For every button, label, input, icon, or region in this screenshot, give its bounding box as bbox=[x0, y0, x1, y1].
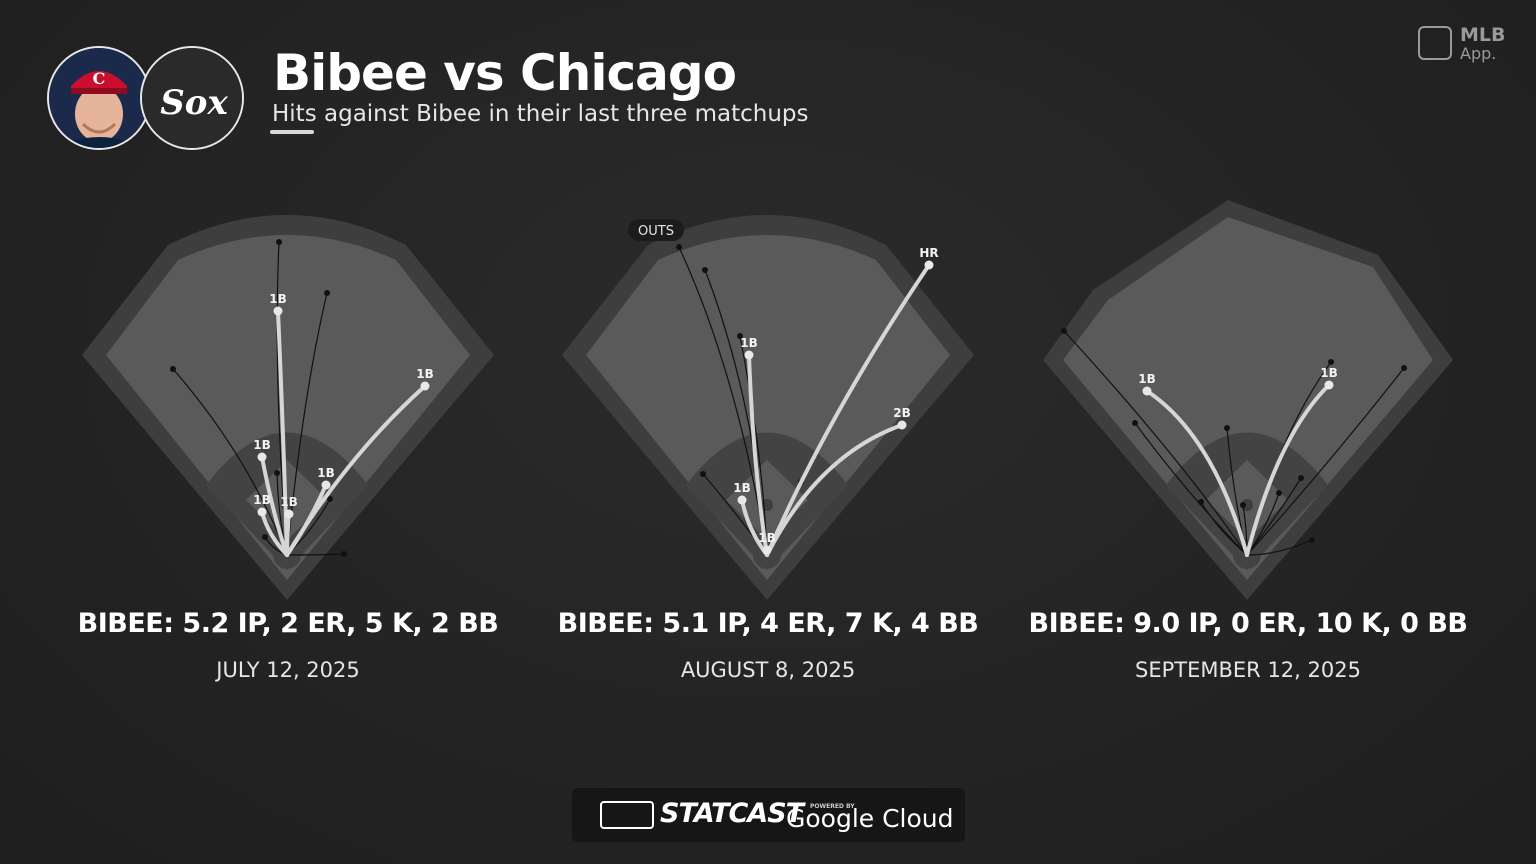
hit-point-2 bbox=[744, 350, 754, 360]
field-outfield bbox=[586, 235, 950, 580]
hit-label-2: 1B bbox=[416, 367, 434, 381]
hit-point-4 bbox=[321, 480, 331, 490]
out-trajectory-2 bbox=[1134, 422, 1248, 556]
hit-point-3 bbox=[897, 420, 907, 430]
page-title: Bibee vs Chicago bbox=[273, 44, 737, 102]
game-date-2: AUGUST 8, 2025 bbox=[680, 658, 856, 682]
page-subtitle: Hits against Bibee in their last three m… bbox=[272, 101, 809, 127]
hit-point-5 bbox=[257, 507, 267, 517]
hit-label-4: 1B bbox=[317, 466, 335, 480]
hit-trajectory-1 bbox=[765, 263, 931, 557]
badge-line-1: MLB bbox=[1460, 24, 1506, 46]
out-point-6 bbox=[1298, 475, 1304, 481]
spray-chart-1: 1B 1B 1B 1B 1B 1B bbox=[82, 215, 494, 600]
out-point-6 bbox=[262, 534, 268, 540]
hit-label-3: 2B bbox=[893, 406, 911, 420]
out-point-3 bbox=[1224, 425, 1230, 431]
out-point-4 bbox=[274, 470, 280, 476]
out-point-10 bbox=[1309, 537, 1315, 543]
out-point-1 bbox=[676, 244, 682, 250]
team-logo-glyph: Sox bbox=[160, 83, 228, 123]
hit-label-5: 1B bbox=[758, 531, 776, 545]
out-point-9 bbox=[1198, 499, 1204, 505]
stat-line-2: BIBEE: 5.1 IP, 4 ER, 7 K, 4 BB bbox=[557, 608, 979, 639]
hit-label-5: 1B bbox=[253, 493, 271, 507]
spray-chart-2: HR 1B 2B 1B 1B OUTS bbox=[562, 215, 974, 600]
out-point-1 bbox=[1061, 328, 1067, 334]
hit-point-3 bbox=[257, 452, 267, 462]
hit-point-1 bbox=[1142, 386, 1152, 396]
statcast-wordmark: STATCAST bbox=[660, 798, 804, 829]
out-point-3 bbox=[737, 333, 743, 339]
outs-annotation: OUTS bbox=[628, 219, 684, 241]
field-outfield bbox=[106, 235, 470, 580]
mlb-logo-icon bbox=[1418, 26, 1452, 60]
out-point-7 bbox=[341, 551, 347, 557]
hit-label-3: 1B bbox=[253, 438, 271, 452]
badge-line-2: App. bbox=[1460, 44, 1497, 63]
cap-letter: C bbox=[93, 69, 106, 88]
hit-point-1 bbox=[924, 260, 934, 270]
player-avatar: C bbox=[47, 46, 151, 150]
outs-annotation-pill bbox=[628, 219, 684, 241]
hit-trajectory-6 bbox=[285, 512, 291, 557]
out-point-4 bbox=[1328, 359, 1334, 365]
player-headshot-icon: C bbox=[49, 48, 149, 148]
google-cloud-wordmark: Google Cloud bbox=[786, 804, 954, 833]
subtitle-underline bbox=[270, 130, 314, 134]
hit-point-1 bbox=[273, 306, 283, 316]
game-date-3: SEPTEMBER 12, 2025 bbox=[1135, 658, 1361, 682]
hit-label-1: 1B bbox=[1138, 372, 1156, 386]
out-point-7 bbox=[1276, 490, 1282, 496]
out-trajectory-7 bbox=[286, 553, 345, 556]
powered-by-label: POWERED BY bbox=[810, 803, 855, 810]
hit-label-6: 1B bbox=[280, 495, 298, 509]
hit-label-2: 1B bbox=[1320, 366, 1338, 380]
hit-point-4 bbox=[737, 495, 747, 505]
stat-line-1: BIBEE: 5.2 IP, 2 ER, 5 K, 2 BB bbox=[77, 608, 499, 639]
out-trajectory-6 bbox=[1246, 477, 1302, 556]
out-trajectory-3 bbox=[739, 335, 768, 556]
mlb-logo-icon bbox=[600, 801, 654, 829]
hit-trajectory-2 bbox=[1245, 383, 1331, 557]
hit-trajectory-2 bbox=[747, 353, 769, 557]
out-point-2 bbox=[702, 267, 708, 273]
white-sox-logo-icon: Sox bbox=[142, 48, 242, 148]
hit-point-5 bbox=[762, 545, 772, 555]
out-trajectory-7 bbox=[1246, 492, 1280, 556]
hit-point-6 bbox=[284, 509, 294, 519]
field-outfield bbox=[1063, 217, 1433, 580]
game-date-1: JULY 12, 2025 bbox=[216, 658, 360, 682]
out-trajectory-9 bbox=[1200, 501, 1248, 556]
team-logo: Sox bbox=[140, 46, 244, 150]
out-point-4 bbox=[700, 471, 706, 477]
hit-label-1: 1B bbox=[269, 292, 287, 306]
hit-label-4: 1B bbox=[733, 481, 751, 495]
out-point-1 bbox=[276, 239, 282, 245]
hit-label-1: HR bbox=[919, 246, 938, 260]
out-point-2 bbox=[1132, 420, 1138, 426]
statcast-footer: STATCAST POWERED BY Google Cloud bbox=[572, 788, 965, 842]
out-trajectory-5 bbox=[1246, 367, 1405, 556]
out-point-8 bbox=[1240, 502, 1246, 508]
hit-label-2: 1B bbox=[740, 336, 758, 350]
out-trajectory-1 bbox=[1063, 330, 1248, 556]
out-trajectory-3 bbox=[172, 368, 288, 556]
hit-point-2 bbox=[1324, 380, 1334, 390]
hit-trajectory-3 bbox=[765, 423, 904, 557]
hit-trajectory-1 bbox=[1145, 389, 1249, 557]
out-point-5 bbox=[1401, 365, 1407, 371]
hit-point-2 bbox=[420, 381, 430, 391]
out-point-5 bbox=[327, 496, 333, 502]
out-point-3 bbox=[170, 366, 176, 372]
out-trajectory-10 bbox=[1246, 539, 1313, 556]
hit-trajectory-3 bbox=[260, 455, 289, 557]
out-point-2 bbox=[324, 290, 330, 296]
mlb-app-badge: MLB App. bbox=[1418, 24, 1518, 66]
stat-line-3: BIBEE: 9.0 IP, 0 ER, 10 K, 0 BB bbox=[1028, 608, 1468, 639]
hit-trajectory-1 bbox=[276, 309, 289, 557]
outs-annotation-label: OUTS bbox=[638, 224, 674, 239]
spray-chart-3: 1B 1B bbox=[1043, 200, 1453, 600]
hit-trajectory-4 bbox=[285, 483, 328, 557]
